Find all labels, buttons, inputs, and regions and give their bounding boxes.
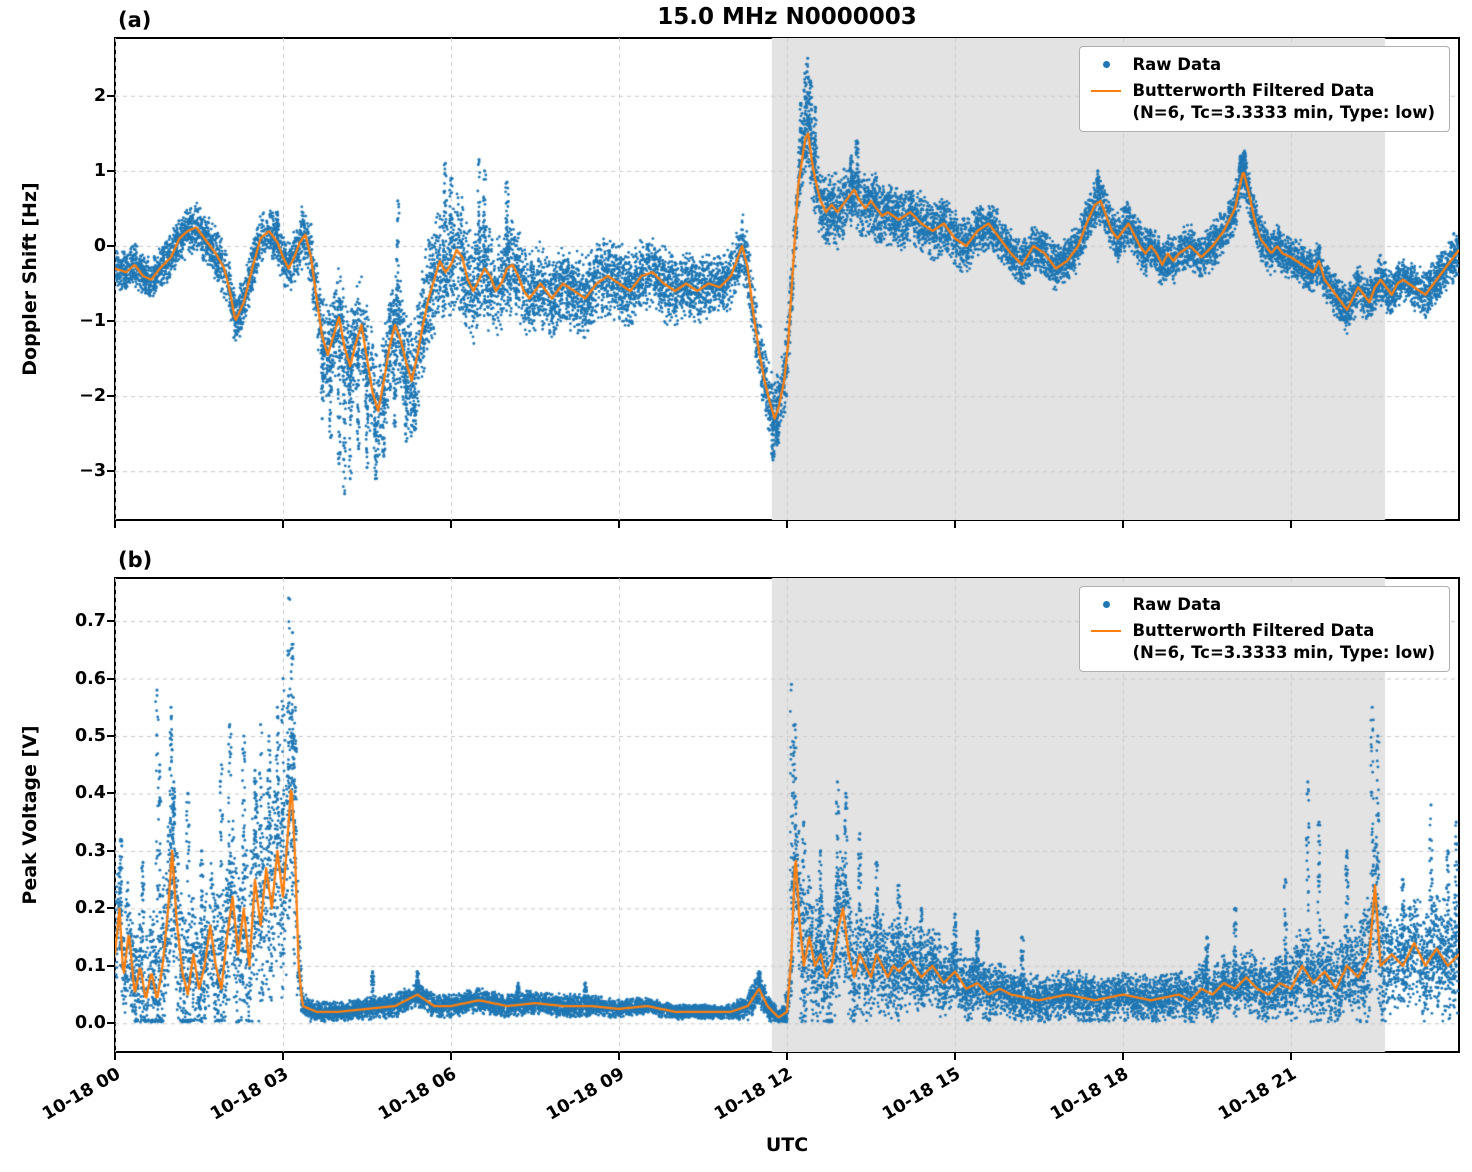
x-tick-mark bbox=[282, 1052, 284, 1060]
legend-filtered-entry: Butterworth Filtered Data (N=6, Tc=3.3333… bbox=[1088, 620, 1435, 663]
y-tick-mark bbox=[107, 735, 115, 737]
y-tick-label: −1 bbox=[79, 311, 106, 332]
legend-filtered-label: Butterworth Filtered Data bbox=[1132, 81, 1375, 101]
x-tick-mark bbox=[114, 1052, 116, 1060]
y-tick-label: 0.6 bbox=[74, 668, 106, 689]
legend-raw-entry: Raw Data bbox=[1088, 54, 1435, 75]
y-tick-mark bbox=[107, 1022, 115, 1025]
legend-raw-label: Raw Data bbox=[1132, 55, 1222, 74]
y-tick-mark bbox=[107, 677, 115, 680]
y-tick-mark bbox=[107, 470, 115, 473]
x-tick-mark bbox=[786, 1052, 788, 1060]
y-tick-label: −2 bbox=[79, 386, 106, 407]
x-tick-mark bbox=[954, 1052, 956, 1060]
y-tick-label: −3 bbox=[79, 461, 106, 482]
x-tick-mark bbox=[450, 1052, 452, 1060]
y-tick-mark bbox=[107, 244, 115, 247]
y-tick-mark bbox=[107, 907, 115, 910]
x-tick-mark bbox=[618, 1052, 620, 1060]
x-tick-mark bbox=[618, 520, 620, 528]
y-tick-label: 0.3 bbox=[74, 840, 106, 861]
y-tick-label: 0.5 bbox=[74, 726, 106, 746]
x-tick-label: 10-18 00 bbox=[39, 1064, 124, 1125]
x-axis-label: UTC bbox=[765, 1134, 809, 1156]
y-tick-mark bbox=[107, 849, 115, 852]
peak-voltage-plot: Raw Data Butterworth Filtered Data (N=6, … bbox=[114, 577, 1460, 1053]
y-tick-label: 0 bbox=[93, 235, 106, 256]
y-tick-mark bbox=[107, 792, 115, 795]
x-tick-mark bbox=[1290, 520, 1292, 528]
legend-filtered-entry: Butterworth Filtered Data (N=6, Tc=3.3333… bbox=[1088, 80, 1435, 123]
x-tick-mark bbox=[114, 520, 116, 528]
x-tick-mark bbox=[1122, 1052, 1124, 1060]
x-tick-mark bbox=[1290, 1052, 1292, 1060]
y-tick-mark bbox=[107, 964, 115, 967]
legend-filtered-sublabel: (N=6, Tc=3.3333 min, Type: low) bbox=[1132, 102, 1435, 122]
y-axis-label-voltage: Peak Voltage [V] bbox=[19, 725, 41, 905]
raw-data-marker-icon bbox=[1088, 594, 1124, 615]
y-tick-mark bbox=[107, 320, 115, 323]
y-tick-mark bbox=[107, 169, 115, 172]
panel-b-label: (b) bbox=[118, 548, 153, 572]
x-tick-mark bbox=[1122, 520, 1124, 528]
y-tick-label: 0.0 bbox=[74, 1013, 106, 1034]
y-tick-mark bbox=[107, 395, 115, 398]
legend-raw-entry: Raw Data bbox=[1088, 594, 1435, 615]
legend-filtered-sublabel: (N=6, Tc=3.3333 min, Type: low) bbox=[1132, 642, 1435, 662]
doppler-shift-plot: Raw Data Butterworth Filtered Data (N=6, … bbox=[114, 37, 1460, 521]
y-tick-label: 2 bbox=[93, 85, 106, 106]
y-tick-label: 1 bbox=[93, 160, 106, 181]
legend-filtered-label: Butterworth Filtered Data bbox=[1132, 621, 1375, 641]
x-tick-mark bbox=[954, 520, 956, 528]
raw-data-marker-icon bbox=[1088, 54, 1124, 75]
y-axis-label-doppler: Doppler Shift [Hz] bbox=[19, 182, 41, 376]
panel-a-label: (a) bbox=[118, 8, 152, 32]
y-tick-label: 0.2 bbox=[74, 898, 106, 919]
legend-b: Raw Data Butterworth Filtered Data (N=6, … bbox=[1079, 586, 1450, 673]
x-tick-mark bbox=[786, 520, 788, 528]
chart-title: 15.0 MHz N0000003 bbox=[657, 4, 917, 30]
legend-a: Raw Data Butterworth Filtered Data (N=6, … bbox=[1079, 46, 1450, 133]
y-tick-mark bbox=[107, 94, 115, 97]
filtered-line-marker-icon bbox=[1088, 620, 1124, 641]
y-tick-label: 0.4 bbox=[74, 783, 106, 804]
y-tick-label: 0.7 bbox=[74, 611, 106, 632]
y-tick-label: 0.1 bbox=[74, 955, 106, 976]
x-tick-mark bbox=[282, 520, 284, 528]
x-tick-mark bbox=[450, 520, 452, 528]
y-tick-mark bbox=[107, 620, 115, 623]
legend-raw-label: Raw Data bbox=[1132, 595, 1222, 614]
filtered-line-marker-icon bbox=[1088, 80, 1124, 101]
